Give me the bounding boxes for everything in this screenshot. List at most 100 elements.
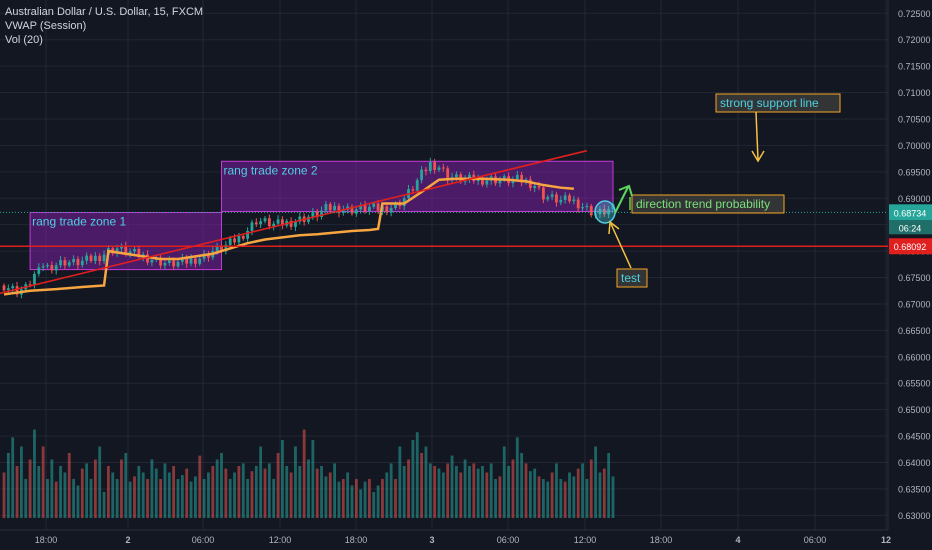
candle-body — [498, 179, 502, 184]
volume-bar — [389, 463, 393, 518]
volume-bar — [85, 463, 89, 518]
volume-bar — [359, 489, 363, 518]
volume-bar — [555, 463, 558, 518]
volume-bar — [468, 466, 471, 518]
volume-bar — [176, 479, 180, 518]
volume-bar — [476, 468, 480, 518]
volume-bar — [215, 459, 219, 518]
candle-body — [220, 245, 223, 252]
volume-bar — [2, 472, 6, 518]
candle-body — [163, 263, 167, 266]
support-arrow — [755, 111, 759, 161]
candle-body — [133, 248, 136, 252]
volume-bar — [298, 466, 302, 518]
volume-bar — [189, 481, 193, 518]
current-price-label-bg — [889, 204, 932, 221]
volume-bar — [407, 459, 410, 518]
volume-bar — [437, 468, 441, 518]
volume-bar — [446, 463, 450, 518]
candle-body — [311, 211, 315, 217]
volume-bar — [124, 453, 128, 518]
candle-body — [372, 203, 376, 207]
volume-bar — [163, 463, 167, 518]
candle-body — [437, 167, 441, 170]
candle-body — [481, 177, 484, 185]
candle-body — [394, 203, 397, 208]
volume-bar — [598, 472, 602, 518]
candle-body — [415, 180, 419, 191]
volume-bar — [350, 485, 354, 518]
candle-body — [298, 216, 302, 222]
volume-bar — [6, 453, 10, 518]
candle-body — [550, 194, 554, 197]
candle-body — [589, 205, 593, 216]
volume-bar — [459, 472, 463, 518]
candle-body — [585, 205, 589, 208]
candle-body — [215, 245, 219, 252]
candle-body — [333, 205, 336, 211]
candle-body — [54, 265, 58, 271]
volume-bar — [550, 472, 554, 518]
volume-bar — [507, 466, 510, 518]
candle-body — [385, 206, 389, 213]
vwap-indicator-label[interactable]: VWAP (Session) — [5, 20, 87, 32]
candle-body — [328, 204, 332, 211]
volume-indicator-label[interactable]: Vol (20) — [5, 34, 43, 46]
volume-bar — [324, 476, 328, 518]
volume-bar — [368, 479, 371, 518]
volume-bar — [568, 472, 571, 518]
candle-body — [185, 257, 189, 264]
volume-bar — [346, 472, 350, 518]
candle-body — [137, 248, 141, 257]
candle-body — [307, 216, 310, 222]
volume-bar — [594, 446, 597, 518]
x-tick-label: 06:00 — [497, 535, 520, 545]
candle-body — [72, 258, 75, 263]
candle-body — [433, 162, 437, 170]
volume-bar — [159, 479, 162, 518]
candle-body — [555, 194, 558, 203]
volume-bar — [137, 466, 141, 518]
range-zone-label: rang trade zone 1 — [32, 215, 126, 229]
candle-body — [263, 218, 267, 222]
volume-bar — [315, 468, 319, 518]
candle-body — [159, 257, 162, 266]
candle-body — [267, 218, 271, 227]
volume-bar — [141, 472, 145, 518]
y-tick-label: 0.63500 — [898, 484, 931, 494]
candle-body — [6, 288, 10, 291]
range-zone-label: rang trade zone 2 — [224, 163, 318, 177]
volume-bar — [237, 466, 241, 518]
candle-body — [350, 206, 354, 214]
candle-body — [76, 258, 80, 266]
volume-bar — [102, 492, 106, 518]
candle-body — [146, 254, 149, 263]
volume-bar — [428, 463, 432, 518]
direction-note-box — [631, 194, 785, 214]
candle-body — [281, 219, 284, 226]
candle-body — [607, 209, 611, 215]
volume-bar — [24, 479, 28, 518]
y-tick-label: 0.69000 — [898, 194, 931, 204]
candle-body — [115, 248, 119, 254]
x-tick-label: 18:00 — [650, 535, 673, 545]
candle-body — [537, 185, 541, 188]
volume-bar — [311, 440, 315, 518]
candle-body — [272, 223, 276, 227]
support-arrowhead — [751, 150, 765, 163]
symbol-title[interactable]: Australian Dollar / U.S. Dollar, 15, FXC… — [5, 6, 204, 18]
volume-bar — [537, 476, 541, 518]
volume-bar — [150, 459, 154, 518]
candle-body — [563, 195, 567, 200]
volume-bar — [498, 476, 502, 518]
volume-bar — [285, 466, 289, 518]
candle-body — [228, 238, 232, 245]
volume-bar — [89, 479, 93, 518]
candle-body — [424, 169, 428, 172]
volume-bar — [515, 437, 519, 518]
test-note-box — [616, 268, 648, 288]
candle-body — [246, 230, 249, 239]
volume-bar — [546, 481, 550, 518]
